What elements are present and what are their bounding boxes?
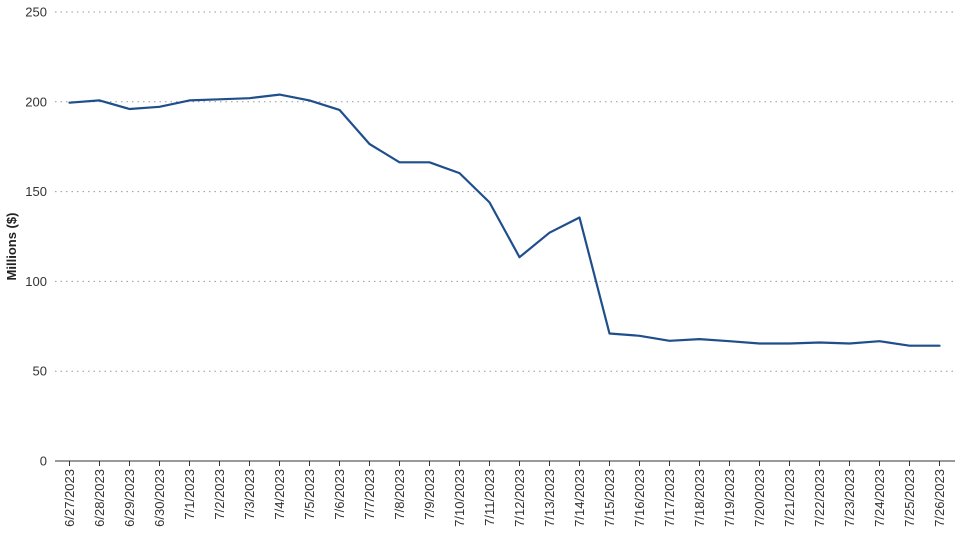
x-tick-label: 7/20/2023 <box>752 469 767 527</box>
y-tick-label: 150 <box>25 184 47 199</box>
series <box>68 93 941 347</box>
y-tick-label: 100 <box>25 274 47 289</box>
x-tick-label: 7/19/2023 <box>722 469 737 527</box>
x-tick-label: 7/23/2023 <box>842 469 857 527</box>
x-tick-label: 7/22/2023 <box>812 469 827 527</box>
x-tick-label: 7/26/2023 <box>932 469 947 527</box>
x-tick-label: 7/10/2023 <box>452 469 467 527</box>
x-tick-label: 7/17/2023 <box>662 469 677 527</box>
x-tick-label: 7/11/2023 <box>482 469 497 526</box>
y-axis-ticks: 0 50 100 150 200 250 <box>25 5 47 469</box>
gridlines <box>55 11 955 372</box>
x-tick-label: 7/25/2023 <box>902 469 917 527</box>
x-tick-label: 7/1/2023 <box>182 469 197 520</box>
x-tick-label: 7/18/2023 <box>692 469 707 527</box>
y-tick-label: 0 <box>40 454 47 469</box>
x-tick-label: 6/28/2023 <box>92 469 107 527</box>
x-tick-label: 7/4/2023 <box>272 469 287 520</box>
series-line <box>68 93 941 347</box>
x-tick-label: 7/3/2023 <box>242 469 257 520</box>
x-tick-label: 7/12/2023 <box>512 469 527 527</box>
x-tick-label: 7/5/2023 <box>302 469 317 520</box>
x-tick-label: 7/2/2023 <box>212 469 227 520</box>
x-tick-label: 6/29/2023 <box>122 469 137 527</box>
y-axis-title: Millions ($) <box>4 213 19 281</box>
x-tick-label: 6/27/2023 <box>62 469 77 527</box>
x-tick-label: 7/16/2023 <box>632 469 647 527</box>
x-axis-ticks: 6/27/2023 6/28/2023 6/29/2023 6/30/2023 7/1/… <box>62 461 947 527</box>
x-tick-label: 7/24/2023 <box>872 469 887 527</box>
x-tick-label: 7/7/2023 <box>362 469 377 520</box>
x-tick-label: 7/13/2023 <box>542 469 557 527</box>
x-tick-label: 7/8/2023 <box>392 469 407 520</box>
x-tick-label: 6/30/2023 <box>152 469 167 527</box>
x-tick-label: 7/14/2023 <box>572 469 587 527</box>
x-tick-label: 7/9/2023 <box>422 469 437 520</box>
x-tick-label: 7/21/2023 <box>782 469 797 527</box>
y-tick-label: 250 <box>25 5 47 20</box>
y-tick-label: 50 <box>33 364 47 379</box>
x-tick-label: 7/6/2023 <box>332 469 347 520</box>
x-tick-label: 7/15/2023 <box>602 469 617 527</box>
y-tick-label: 200 <box>25 94 47 109</box>
